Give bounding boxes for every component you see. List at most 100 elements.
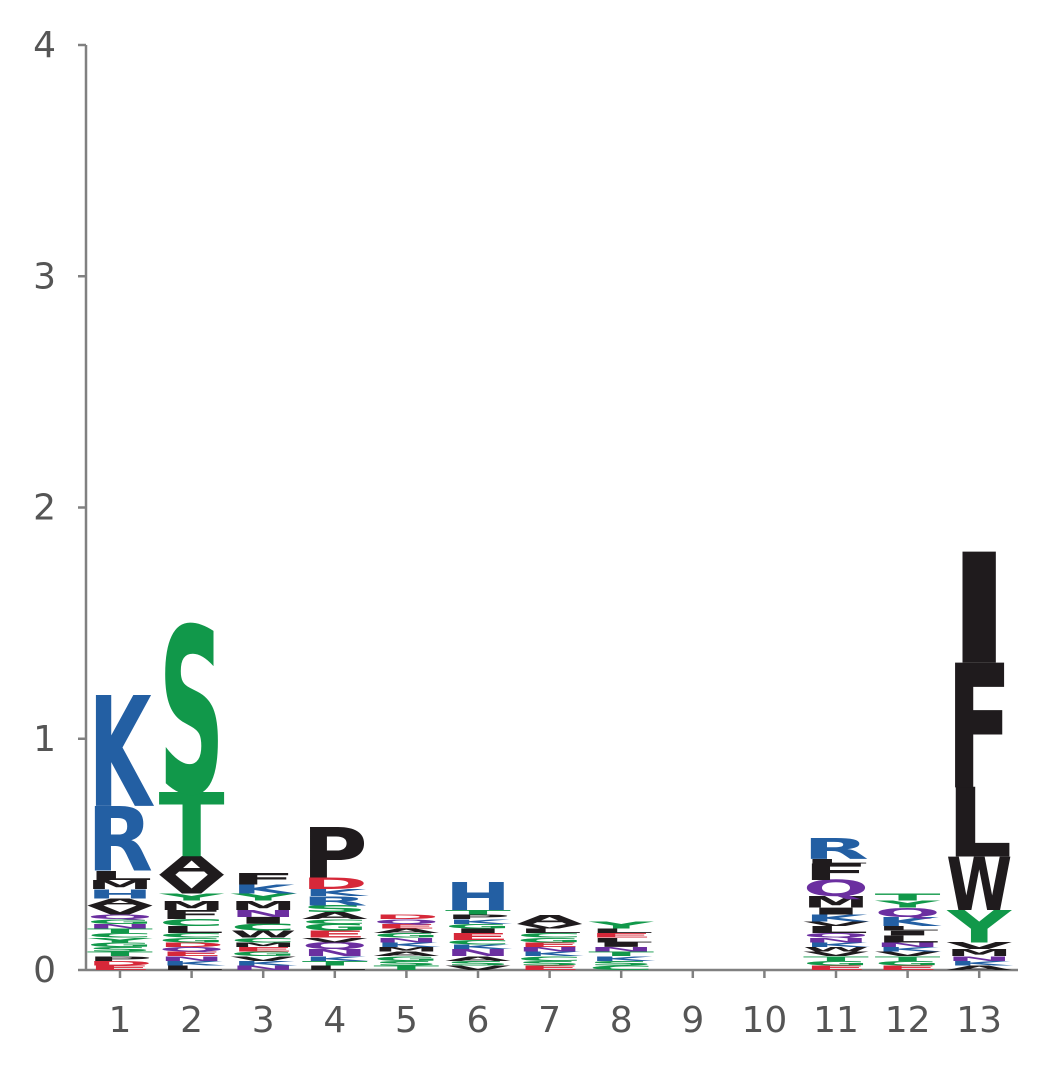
logo-letter-K: K [446,943,512,950]
logo-letter-G: G [373,955,439,962]
logo-letter-Q: Q [875,905,941,920]
logo-letter-W: W [230,929,296,940]
logo-letter-S: S [588,960,654,967]
logo-letter-A: A [445,955,511,962]
logo-letter-V: V [946,941,1012,952]
logo-letter-W: W [803,946,869,953]
logo-letter-D: D [87,960,153,967]
logo-letter-C: C [159,917,225,928]
x-tick-label: 2 [180,1000,203,1041]
logo-letter-G: G [159,936,225,943]
logo-letter-K: K [88,665,154,842]
logo-letter-L: L [946,770,1012,880]
logo-letter-K: K [232,959,298,966]
x-axis: 1 2 3 4 5 6 7 8 9 10 11 12 13 [86,968,1018,1041]
logo-letter-C: C [517,955,583,962]
logo-letter-T: T [159,774,225,877]
logo-letter-V: V [87,903,153,918]
logo-letter-Y: Y [158,892,224,903]
logo-letter-C: C [588,964,654,971]
logo-letter-F: F [159,908,225,923]
logo-letter-V: V [803,950,869,957]
logo-letter-L: L [517,927,583,934]
logo-letter-N: N [588,946,654,953]
x-tick-label: 1 [109,1000,132,1041]
logo-letter-N: N [445,947,511,958]
logo-letter-G: G [803,960,869,967]
logo-letter-T: T [875,955,941,962]
logo-letter-V: V [230,955,296,962]
logo-letter-L: L [159,924,225,935]
logo-letter-N: N [875,941,941,948]
logo-letter-L: L [588,936,654,943]
logo-letter-M: M [230,898,296,913]
logo-letter-I: I [803,906,869,917]
x-tick-label: 6 [467,1000,490,1041]
logo-letter-L: L [803,858,869,865]
logo-letter-S: S [302,904,368,915]
logo-letter-V: V [302,936,368,943]
logo-letter-I: I [588,941,654,948]
logo-letter-I: I [875,929,941,936]
logo-letter-Y: Y [230,892,296,903]
logo-letter-L: L [159,964,225,971]
logo-letter-V: V [875,950,941,957]
logo-letter-A: A [159,852,225,881]
logo-letter-F: F [230,870,296,888]
logo-letter-Q: Q [159,946,225,953]
logo-letter-K: K [303,887,369,898]
logo-letter-K: K [876,946,942,953]
logo-letter-M: M [159,898,225,913]
logo-letter-E: E [373,923,439,930]
logo-letter-K: K [804,913,870,924]
logo-letter-A: A [517,912,583,927]
logo-letter-C: C [159,932,225,939]
logo-letter-M: M [946,948,1012,959]
x-tick-label: 12 [885,1000,931,1041]
logo-letter-I: I [445,927,511,934]
logo-letter-C: C [302,918,368,925]
logo-letter-E: E [517,941,583,948]
logo-letter-I: I [946,522,1012,699]
logo-letter-M: M [803,893,869,911]
logo-letter-G: G [517,936,583,943]
logo-letter-K: K [446,918,512,925]
logo-letter-V: V [517,923,583,930]
x-tick-label: 10 [741,1000,787,1041]
logo-letter-S: S [87,946,153,953]
logo-letter-Q: Q [87,913,153,920]
logo-letter-K: K [303,955,369,962]
x-tick-label: 7 [538,1000,561,1041]
x-tick-label: 11 [813,1000,859,1041]
logo-letter-A: A [302,911,368,922]
letter-stacks: EDPTSGYCTNGQVAHMLRKLKNEQDGCLCFMYVATSNKVG… [87,522,1014,972]
logo-letter-S: S [517,960,583,967]
y-tick-label: 3 [33,256,56,297]
logo-letter-K: K [876,914,942,929]
logo-letter-E: E [159,950,225,957]
logo-letter-N: N [803,936,869,943]
logo-letter-G: G [87,941,153,948]
logo-letter-D: D [159,941,225,948]
logo-letter-P: P [302,813,368,894]
logo-letter-A: A [373,950,439,957]
logo-letter-T: T [803,955,869,962]
logo-letter-T: T [588,950,654,957]
logo-letter-K: K [160,959,226,966]
logo-letter-G: G [445,923,511,930]
logo-letter-V: V [803,920,869,927]
logo-letter-C: C [517,932,583,939]
logo-letter-D: D [302,874,368,893]
logo-letter-N: N [517,946,583,953]
logo-letter-L: L [803,924,869,935]
logo-letter-V: V [159,870,225,899]
logo-letter-N: N [230,908,296,919]
logo-letter-A: A [946,964,1012,971]
